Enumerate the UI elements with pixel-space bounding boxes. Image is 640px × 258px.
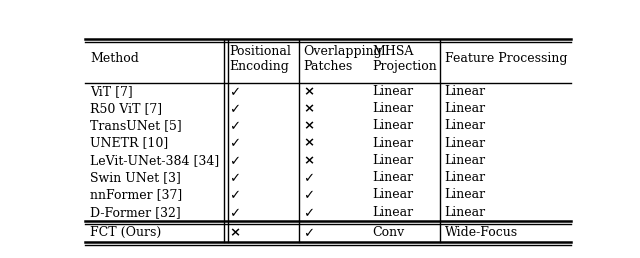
Text: Linear: Linear (372, 119, 414, 132)
Text: UNETR [10]: UNETR [10] (90, 136, 168, 150)
Text: nnFormer [37]: nnFormer [37] (90, 188, 182, 201)
Text: $\checkmark$: $\checkmark$ (229, 136, 239, 150)
Text: Conv: Conv (372, 226, 405, 239)
Text: $\boldsymbol{\times}$: $\boldsymbol{\times}$ (303, 119, 315, 132)
Text: Linear: Linear (372, 206, 414, 219)
Text: Linear: Linear (445, 171, 486, 184)
Text: $\checkmark$: $\checkmark$ (229, 154, 239, 167)
Text: Linear: Linear (372, 85, 414, 98)
Text: Linear: Linear (372, 171, 414, 184)
Text: Linear: Linear (372, 154, 414, 167)
Text: $\checkmark$: $\checkmark$ (229, 171, 239, 184)
Text: Linear: Linear (445, 85, 486, 98)
Text: $\checkmark$: $\checkmark$ (229, 206, 239, 219)
Text: $\checkmark$: $\checkmark$ (229, 119, 239, 132)
Text: Linear: Linear (372, 136, 414, 150)
Text: $\checkmark$: $\checkmark$ (229, 85, 239, 98)
Text: Overlapping
Patches: Overlapping Patches (303, 45, 382, 73)
Text: $\boldsymbol{\times}$: $\boldsymbol{\times}$ (303, 136, 315, 150)
Text: LeVit-UNet-384 [34]: LeVit-UNet-384 [34] (90, 154, 219, 167)
Text: Linear: Linear (372, 188, 414, 201)
Text: Linear: Linear (372, 102, 414, 115)
Text: Linear: Linear (445, 206, 486, 219)
Text: Linear: Linear (445, 102, 486, 115)
Text: $\checkmark$: $\checkmark$ (229, 102, 239, 115)
Text: TransUNet [5]: TransUNet [5] (90, 119, 182, 132)
Text: $\checkmark$: $\checkmark$ (303, 206, 314, 219)
Text: Wide-Focus: Wide-Focus (445, 226, 518, 239)
Text: $\checkmark$: $\checkmark$ (303, 188, 314, 201)
Text: Feature Processing: Feature Processing (445, 52, 567, 65)
Text: ViT [7]: ViT [7] (90, 85, 132, 98)
Text: $\boldsymbol{\times}$: $\boldsymbol{\times}$ (303, 154, 315, 167)
Text: $\checkmark$: $\checkmark$ (303, 171, 314, 184)
Text: Positional
Encoding: Positional Encoding (229, 45, 291, 73)
Text: Linear: Linear (445, 188, 486, 201)
Text: Method: Method (90, 52, 139, 65)
Text: $\boldsymbol{\times}$: $\boldsymbol{\times}$ (229, 226, 240, 239)
Text: MHSA
Projection: MHSA Projection (372, 45, 437, 73)
Text: Linear: Linear (445, 136, 486, 150)
Text: $\boldsymbol{\times}$: $\boldsymbol{\times}$ (303, 102, 315, 115)
Text: D-Former [32]: D-Former [32] (90, 206, 180, 219)
Text: Linear: Linear (445, 119, 486, 132)
Text: R50 ViT [7]: R50 ViT [7] (90, 102, 162, 115)
Text: Swin UNet [3]: Swin UNet [3] (90, 171, 180, 184)
Text: FCT (Ours): FCT (Ours) (90, 226, 161, 239)
Text: $\checkmark$: $\checkmark$ (303, 226, 314, 239)
Text: $\checkmark$: $\checkmark$ (229, 188, 239, 201)
Text: $\boldsymbol{\times}$: $\boldsymbol{\times}$ (303, 85, 315, 98)
Text: Linear: Linear (445, 154, 486, 167)
